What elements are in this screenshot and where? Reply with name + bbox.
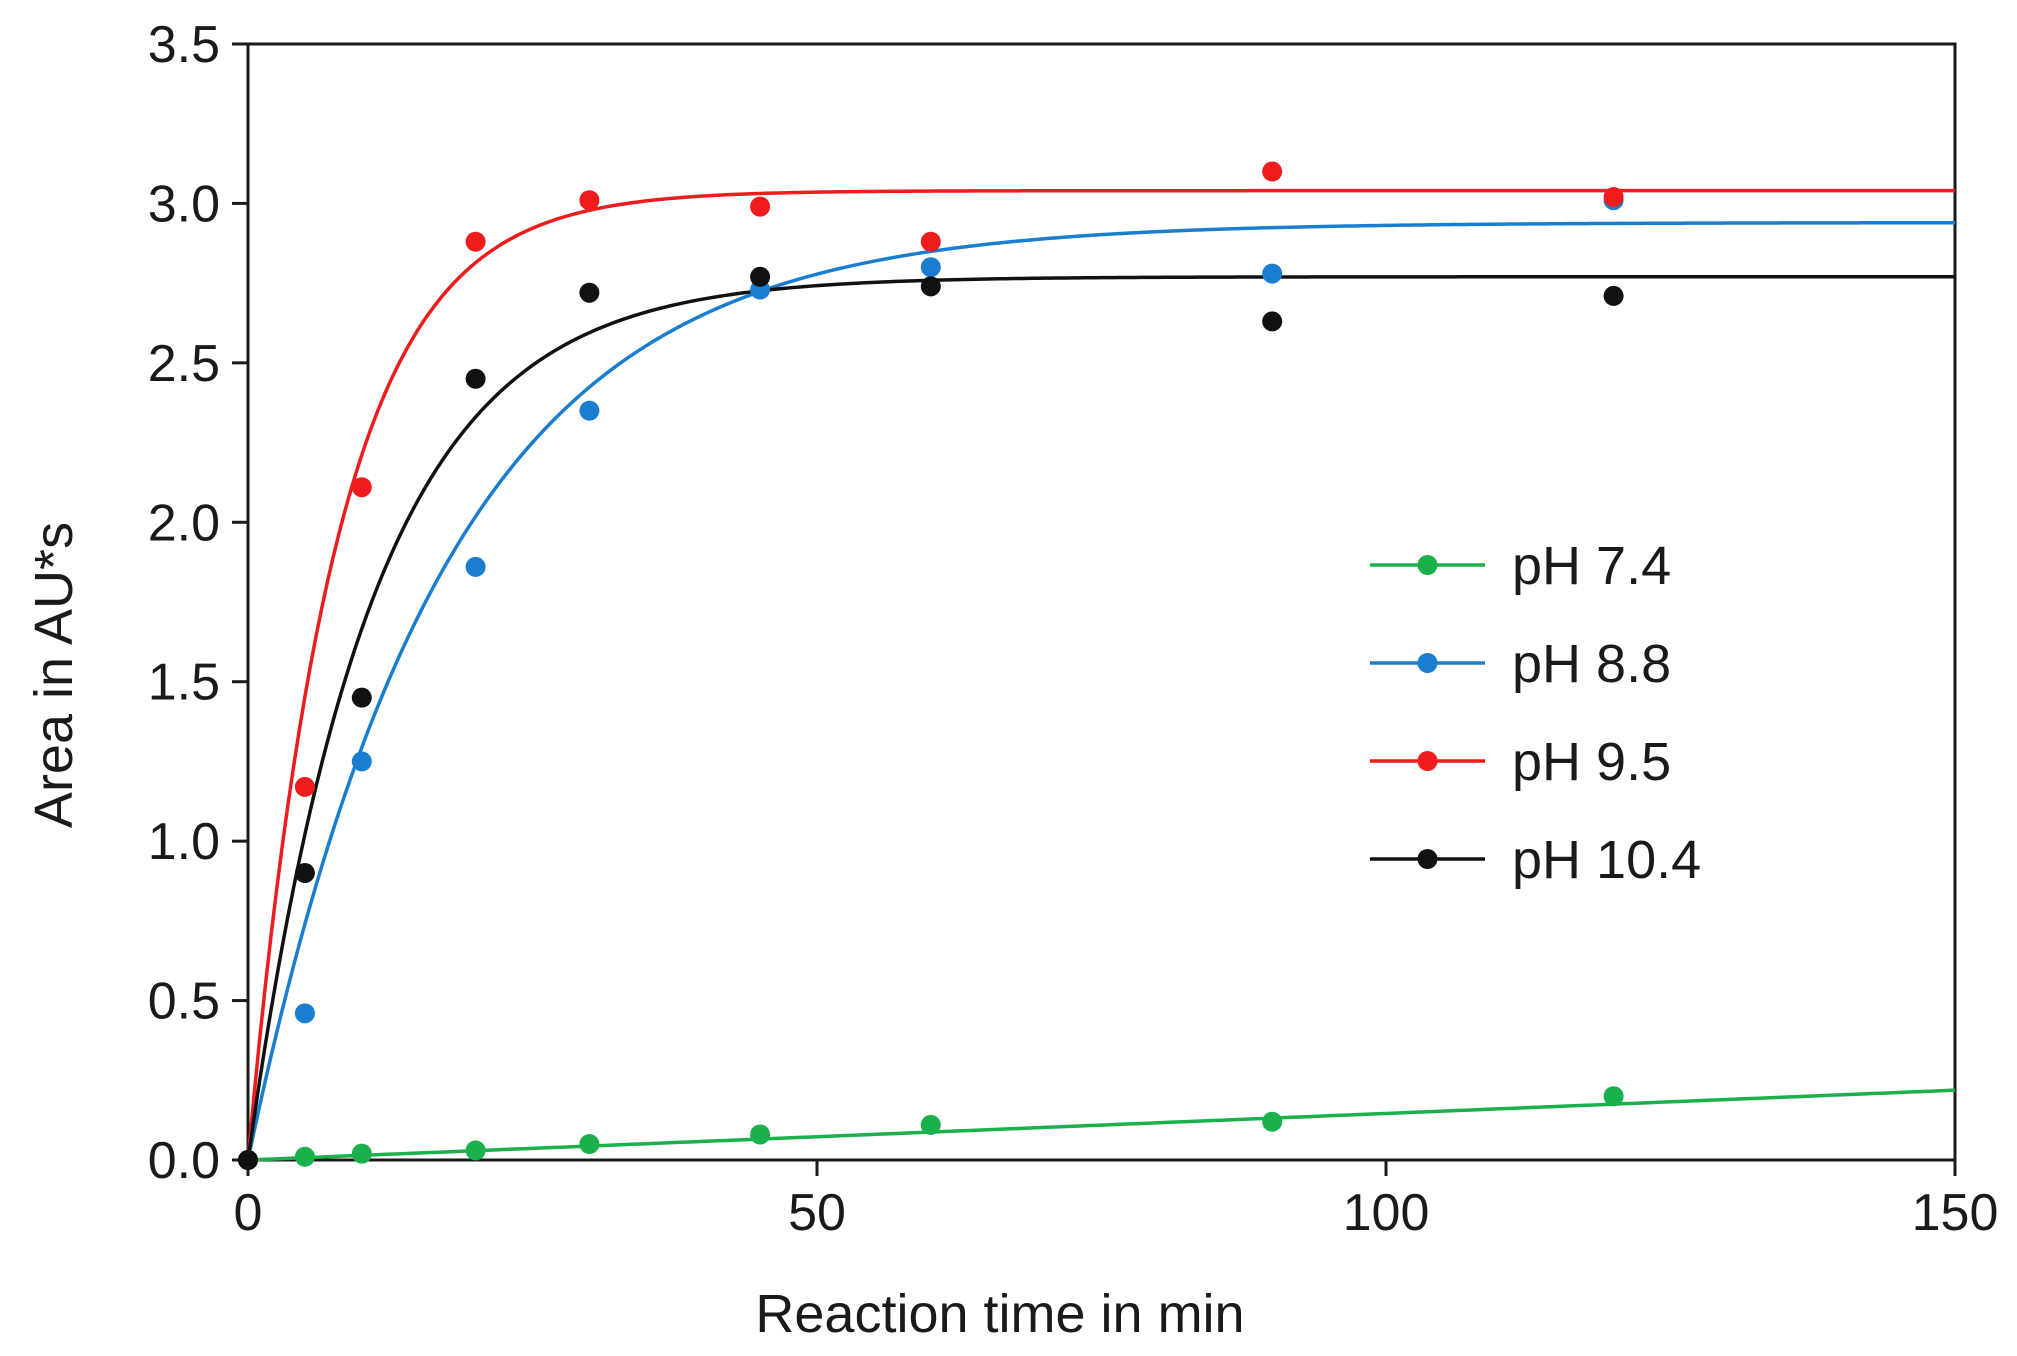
y-axis-title: Area in AU*s: [24, 522, 84, 828]
legend-label-ph-7-4: pH 7.4: [1512, 536, 1671, 596]
data-point-ph-8-8: [465, 556, 486, 577]
data-point-ph-10-4: [351, 687, 372, 708]
legend-label-ph-8-8: pH 8.8: [1512, 634, 1671, 694]
data-point-ph-10-4: [750, 266, 771, 287]
fit-line-ph-10-4: [246, 275, 1955, 1161]
data-point-ph-10-4: [294, 863, 315, 884]
legend-marker-ph-9-5: [1417, 751, 1438, 771]
data-point-ph-10-4: [579, 282, 600, 303]
data-point-ph-9-5: [750, 196, 771, 217]
data-point-ph-9-5: [294, 776, 315, 797]
data-point-ph-10-4: [465, 368, 486, 389]
y-tick-label: 0.0: [148, 1132, 220, 1190]
y-tick-label: 0.5: [148, 973, 220, 1031]
data-point-ph-10-4: [920, 276, 941, 297]
data-point-ph-7-4: [294, 1146, 315, 1167]
x-axis-title: Reaction time in min: [755, 1284, 1244, 1344]
y-tick-label: 1.5: [148, 654, 220, 712]
data-point-ph-7-4: [750, 1124, 771, 1145]
data-point-ph-7-4: [465, 1140, 486, 1161]
data-point-ph-8-8: [351, 751, 372, 772]
data-point-ph-7-4: [351, 1143, 372, 1164]
legend-marker-ph-7-4: [1417, 555, 1438, 575]
x-tick-label: 100: [1343, 1184, 1430, 1242]
plot-frame: [246, 42, 1957, 1162]
fit-line-ph-9-5: [246, 188, 1955, 1161]
legend-marker-ph-10-4: [1417, 849, 1438, 869]
data-point-ph-9-5: [920, 231, 941, 252]
data-point-ph-9-5: [1262, 161, 1283, 182]
y-tick-label: 2.5: [148, 335, 220, 393]
data-point-ph-8-8: [920, 257, 941, 278]
data-point-ph-8-8: [579, 400, 600, 421]
data-point-ph-10-4: [1603, 285, 1624, 306]
data-point-ph-8-8: [294, 1003, 315, 1024]
data-point-ph-10-4: [238, 1150, 258, 1170]
legend-label-ph-10-4: pH 10.4: [1512, 830, 1701, 890]
data-point-ph-9-5: [579, 190, 600, 211]
data-point-ph-7-4: [1262, 1111, 1283, 1132]
data-point-ph-10-4: [1262, 311, 1283, 332]
data-point-ph-7-4: [579, 1134, 600, 1155]
data-point-ph-9-5: [1603, 187, 1624, 208]
y-tick-label: 3.5: [148, 16, 220, 74]
data-point-ph-7-4: [920, 1114, 941, 1135]
fit-line-ph-8-8: [246, 220, 1955, 1161]
y-tick-label: 2.0: [148, 494, 220, 552]
x-tick-label: 50: [788, 1184, 846, 1242]
y-tick-label: 1.0: [148, 813, 220, 871]
data-point-ph-8-8: [1262, 263, 1283, 284]
legend-marker-ph-8-8: [1417, 653, 1438, 673]
fit-line-ph-7-4: [247, 1088, 1956, 1162]
data-point-ph-7-4: [1603, 1086, 1624, 1107]
x-tick-label: 0: [234, 1184, 263, 1242]
data-point-ph-9-5: [351, 477, 372, 498]
x-tick-label: 150: [1912, 1184, 1999, 1242]
legend-label-ph-9-5: pH 9.5: [1512, 732, 1671, 792]
data-point-ph-9-5: [465, 231, 486, 252]
y-tick-label: 3.0: [148, 175, 220, 233]
